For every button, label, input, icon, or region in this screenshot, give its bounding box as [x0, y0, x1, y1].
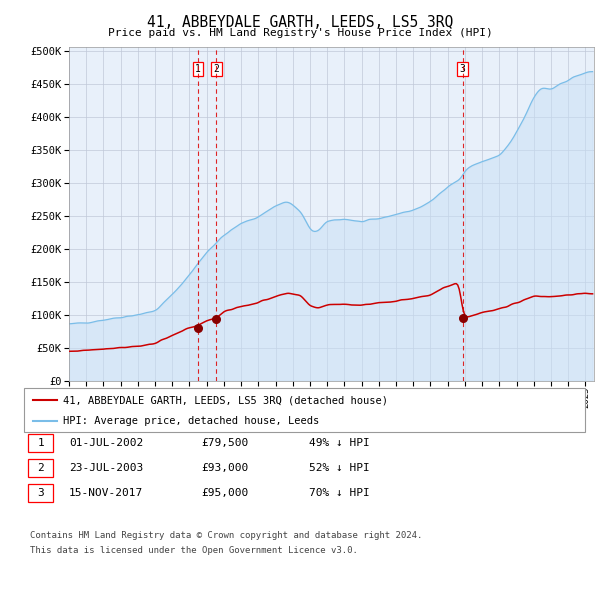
Text: 41, ABBEYDALE GARTH, LEEDS, LS5 3RQ (detached house): 41, ABBEYDALE GARTH, LEEDS, LS5 3RQ (det…: [63, 395, 388, 405]
Text: £93,000: £93,000: [201, 463, 248, 473]
Text: This data is licensed under the Open Government Licence v3.0.: This data is licensed under the Open Gov…: [30, 546, 358, 555]
Text: Price paid vs. HM Land Registry's House Price Index (HPI): Price paid vs. HM Land Registry's House …: [107, 28, 493, 38]
Text: 3: 3: [460, 64, 466, 74]
Text: 49% ↓ HPI: 49% ↓ HPI: [309, 438, 370, 448]
Text: 1: 1: [195, 64, 201, 74]
Text: 2: 2: [214, 64, 219, 74]
Text: 52% ↓ HPI: 52% ↓ HPI: [309, 463, 370, 473]
Text: 3: 3: [37, 488, 44, 497]
Text: 70% ↓ HPI: 70% ↓ HPI: [309, 488, 370, 497]
Text: 2: 2: [37, 463, 44, 473]
Text: HPI: Average price, detached house, Leeds: HPI: Average price, detached house, Leed…: [63, 416, 319, 426]
Text: £95,000: £95,000: [201, 488, 248, 497]
Text: 41, ABBEYDALE GARTH, LEEDS, LS5 3RQ: 41, ABBEYDALE GARTH, LEEDS, LS5 3RQ: [147, 15, 453, 30]
Text: 1: 1: [37, 438, 44, 448]
Text: 23-JUL-2003: 23-JUL-2003: [69, 463, 143, 473]
Text: 01-JUL-2002: 01-JUL-2002: [69, 438, 143, 448]
Text: 15-NOV-2017: 15-NOV-2017: [69, 488, 143, 497]
Text: Contains HM Land Registry data © Crown copyright and database right 2024.: Contains HM Land Registry data © Crown c…: [30, 531, 422, 540]
Text: £79,500: £79,500: [201, 438, 248, 448]
